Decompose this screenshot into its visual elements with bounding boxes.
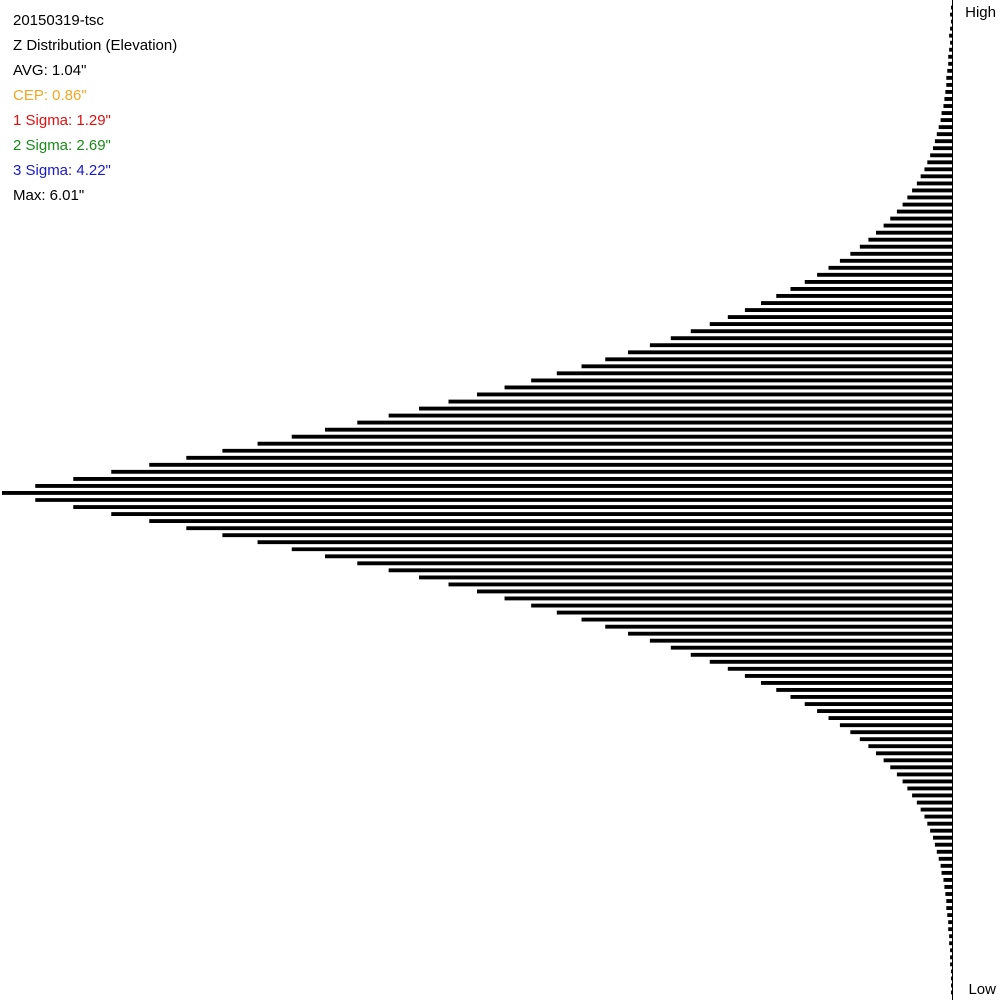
sigma1-stat: 1 Sigma: 1.29" [13, 112, 111, 129]
sigma3-stat: 3 Sigma: 4.22" [13, 162, 111, 179]
axis-label-high: High [965, 4, 996, 21]
stats-panel: 20150319-tsc Z Distribution (Elevation) … [13, 8, 177, 208]
axis-label-low: Low [968, 981, 996, 998]
max-stat: Max: 6.01" [13, 187, 85, 204]
histogram-bars [2, 5, 952, 995]
session-label: 20150319-tsc [13, 12, 104, 29]
sigma2-stat: 2 Sigma: 2.69" [13, 137, 111, 154]
cep-stat: CEP: 0.86" [13, 87, 87, 104]
avg-stat: AVG: 1.04" [13, 62, 87, 79]
chart-title: Z Distribution (Elevation) [13, 37, 178, 54]
